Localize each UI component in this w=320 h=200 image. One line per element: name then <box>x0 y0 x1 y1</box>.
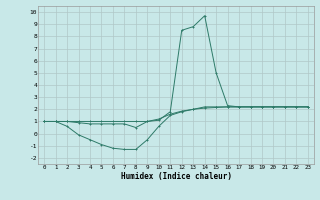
X-axis label: Humidex (Indice chaleur): Humidex (Indice chaleur) <box>121 172 231 181</box>
